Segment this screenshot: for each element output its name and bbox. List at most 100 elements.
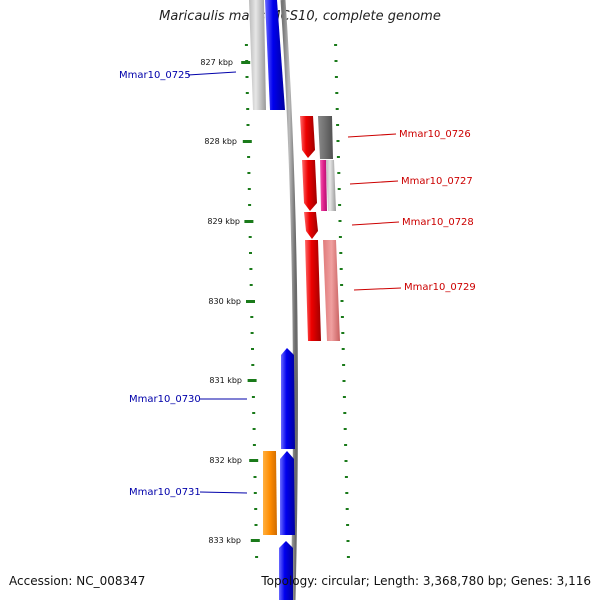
major-tick-830 xyxy=(246,300,255,303)
scale-dot-right xyxy=(344,476,348,478)
scale-dot-right xyxy=(340,300,344,302)
feature-gray-right-middle[interactable] xyxy=(326,160,336,211)
scale-major-ticks xyxy=(241,61,260,542)
scale-dot-right xyxy=(336,140,340,142)
scale-dot-left xyxy=(245,76,249,78)
feature-orange[interactable] xyxy=(263,451,277,535)
tick-label-833: 833 kbp xyxy=(208,536,241,545)
gene-mmar10-0728-glyph[interactable] xyxy=(304,212,318,239)
label-mmar10-0725[interactable]: Mmar10_0725 xyxy=(119,70,191,81)
scale-dot-right xyxy=(338,236,342,238)
scale-dot-right xyxy=(342,364,346,366)
scale-dot-right xyxy=(339,268,343,270)
scale-dot-right xyxy=(338,220,342,222)
scale-dot-right xyxy=(334,60,338,62)
locus-labels: Mmar10_0725 Mmar10_0726 Mmar10_0727 Mmar… xyxy=(119,70,476,498)
scale-dot-right xyxy=(337,188,341,190)
scale-dot-right xyxy=(335,108,339,110)
scale-dot-left xyxy=(248,236,252,238)
scale-dot-right xyxy=(334,44,338,46)
genome-title: Maricaulis maris MCS10, complete genome xyxy=(159,9,441,24)
major-tick-831 xyxy=(247,379,257,382)
scale-dot-left xyxy=(245,92,249,94)
scale-dot-right xyxy=(345,508,349,510)
feature-gray-upper-left[interactable] xyxy=(249,0,266,110)
gene-mmar10-0725-glyph[interactable] xyxy=(265,0,285,110)
scale-dot-left xyxy=(244,44,248,46)
scale-dot-left xyxy=(250,316,254,318)
tick-label-831: 831 kbp xyxy=(209,376,242,385)
major-tick-833 xyxy=(250,539,260,542)
accession-text: Accession: NC_008347 xyxy=(9,574,146,588)
leader-mmar10-0725 xyxy=(187,71,237,76)
scale-dot-right xyxy=(344,444,348,446)
gene-mmar10-0727-glyph[interactable] xyxy=(302,160,317,211)
scale-dot-left xyxy=(250,332,254,334)
scale-dot-right xyxy=(338,204,342,206)
scale-dot-left xyxy=(254,508,258,510)
major-tick-828 xyxy=(242,140,252,143)
scale-dot-left xyxy=(249,268,253,270)
scale-dot-right xyxy=(339,252,343,254)
topology-text: Topology: circular; Length: 3,368,780 bp… xyxy=(261,574,591,588)
scale-dot-right xyxy=(340,284,344,286)
label-mmar10-0726[interactable]: Mmar10_0726 xyxy=(399,129,471,140)
gene-mmar10-0729-glyph[interactable] xyxy=(305,240,321,341)
scale-dot-right xyxy=(342,396,346,398)
scale-dot-right xyxy=(341,332,345,334)
scale-dot-left xyxy=(252,428,256,430)
scale-dot-left xyxy=(252,444,256,446)
label-mmar10-0729[interactable]: Mmar10_0729 xyxy=(404,282,476,293)
scale-dot-left xyxy=(251,396,255,398)
scale-dot-left xyxy=(253,476,257,478)
gene-mmar10-0730-glyph[interactable] xyxy=(281,348,295,449)
feature-pink[interactable] xyxy=(323,240,340,341)
scale-dot-right xyxy=(336,124,340,126)
scale-dot-left xyxy=(249,252,252,254)
genome-backbone xyxy=(280,0,298,600)
feature-track xyxy=(249,0,340,600)
scale-dot-left xyxy=(248,204,252,206)
feature-blue-bottom[interactable] xyxy=(279,541,293,600)
scale-dot-left xyxy=(253,492,257,494)
major-tick-827 xyxy=(241,61,251,64)
scale-labels: 827 kbp 828 kbp 829 kbp 830 kbp 831 kbp … xyxy=(200,58,242,545)
label-leaders xyxy=(187,71,402,494)
tick-label-829: 829 kbp xyxy=(207,217,240,226)
scale-dot-left xyxy=(247,156,251,158)
leader-mmar10-0729 xyxy=(353,287,402,291)
feature-magenta[interactable] xyxy=(320,160,327,211)
scale-dot-left xyxy=(252,412,256,414)
scale-dot-right xyxy=(337,172,341,174)
major-tick-829 xyxy=(244,220,254,223)
gene-mmar10-0726-glyph[interactable] xyxy=(300,116,315,158)
scale-dot-right xyxy=(346,540,350,542)
scale-dot-left xyxy=(246,124,250,126)
scale-dot-right xyxy=(346,524,350,526)
scale-dot-left xyxy=(249,284,253,286)
scale-dot-right xyxy=(335,92,339,94)
feature-gray-right-upper[interactable] xyxy=(318,116,333,159)
scale-dot-left xyxy=(247,188,251,190)
scale-dot-right xyxy=(345,492,349,494)
scale-dot-left xyxy=(254,524,258,526)
scale-dot-right xyxy=(336,156,340,158)
label-mmar10-0727[interactable]: Mmar10_0727 xyxy=(401,176,473,187)
label-mmar10-0731[interactable]: Mmar10_0731 xyxy=(129,487,201,498)
leader-mmar10-0731 xyxy=(199,491,248,494)
scale-dot-right xyxy=(346,556,350,558)
scale-dot-right xyxy=(344,460,348,462)
label-mmar10-0730[interactable]: Mmar10_0730 xyxy=(129,394,201,405)
scale-dot-left xyxy=(246,108,250,110)
label-mmar10-0728[interactable]: Mmar10_0728 xyxy=(402,217,474,228)
scale-dot-right xyxy=(341,348,345,350)
leader-mmar10-0728 xyxy=(351,221,400,226)
scale-dot-left xyxy=(255,556,259,558)
scale-dot-right xyxy=(334,76,338,78)
scale-dot-left xyxy=(251,364,255,366)
gene-mmar10-0731-glyph[interactable] xyxy=(280,451,295,535)
leader-mmar10-0726 xyxy=(347,133,397,138)
major-tick-832 xyxy=(249,459,259,462)
scale-dot-right xyxy=(343,428,347,430)
